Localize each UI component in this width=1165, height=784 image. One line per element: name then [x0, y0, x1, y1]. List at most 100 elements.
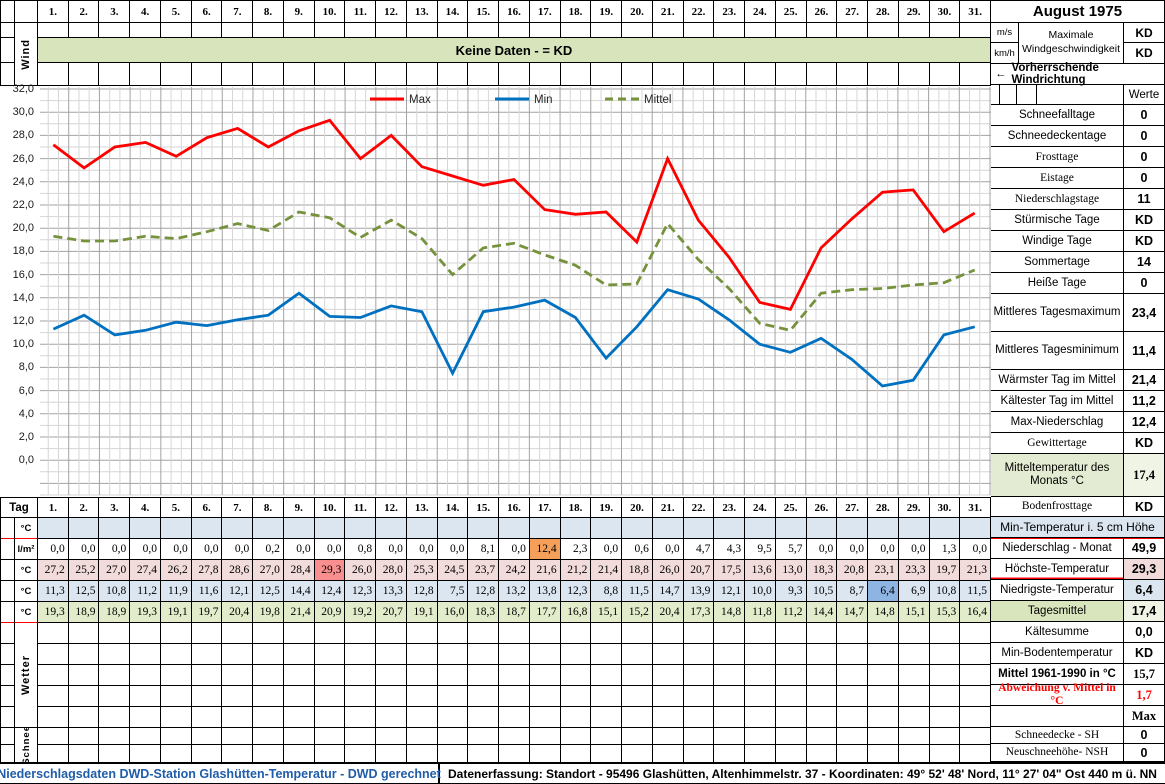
wetter-cell[interactable]: [376, 623, 407, 644]
table-cell-niederschlag[interactable]: 0,6: [622, 539, 653, 560]
wetter-cell[interactable]: [560, 665, 592, 686]
wind-cell[interactable]: [775, 63, 807, 86]
wind-cell[interactable]: [68, 63, 100, 86]
wetter-cell[interactable]: [837, 686, 869, 707]
wind-cell[interactable]: [253, 63, 284, 86]
table-cell-min-temperatur[interactable]: 7,5: [437, 581, 469, 602]
schnee-cell[interactable]: [960, 745, 991, 763]
stat-value[interactable]: 49,9: [1123, 538, 1164, 558]
table-cell-niederschlag[interactable]: 0,0: [283, 539, 315, 560]
wetter-cell[interactable]: [499, 707, 530, 728]
wetter-cell[interactable]: [38, 644, 69, 665]
wind-cell[interactable]: [929, 23, 961, 38]
table-cell-max-temperatur[interactable]: 27,4: [130, 560, 161, 581]
stat-value[interactable]: KD: [1123, 210, 1164, 230]
wetter-cell[interactable]: [468, 707, 500, 728]
table-cell-max-temperatur[interactable]: 27,2: [38, 560, 69, 581]
schnee-cell[interactable]: [468, 745, 500, 763]
wind-cell[interactable]: [376, 23, 407, 38]
wetter-cell[interactable]: [222, 623, 254, 644]
wetter-cell[interactable]: [314, 644, 346, 665]
table-cell-max-temperatur[interactable]: 24,2: [499, 560, 530, 581]
schnee-cell[interactable]: [652, 728, 684, 745]
wetter-cell[interactable]: [222, 707, 254, 728]
wetter-cell[interactable]: [406, 707, 438, 728]
wetter-cell[interactable]: [837, 665, 869, 686]
wetter-cell[interactable]: [775, 686, 807, 707]
table-cell-tagesmittel[interactable]: 17,7: [529, 602, 561, 623]
table-cell-niederschlag[interactable]: 4,3: [714, 539, 746, 560]
table-cell-min-temp-5cm[interactable]: [160, 518, 192, 539]
table-cell-tagesmittel[interactable]: 19,2: [345, 602, 377, 623]
wind-cell[interactable]: [253, 23, 284, 38]
wind-cell[interactable]: [898, 63, 930, 86]
table-cell-tagesmittel[interactable]: 15,3: [929, 602, 961, 623]
schnee-cell[interactable]: [591, 728, 623, 745]
schnee-cell[interactable]: [437, 745, 469, 763]
wetter-cell[interactable]: [806, 665, 838, 686]
wetter-cell[interactable]: [929, 707, 961, 728]
wind-cell[interactable]: [868, 23, 899, 38]
wind-cell[interactable]: [314, 23, 346, 38]
stat-value[interactable]: 0: [1123, 126, 1164, 146]
table-cell-niederschlag[interactable]: 0,0: [499, 539, 530, 560]
stat-value[interactable]: 29,3: [1123, 559, 1164, 579]
wind-cell[interactable]: [38, 23, 69, 38]
schnee-cell[interactable]: [622, 728, 653, 745]
wetter-cell[interactable]: [775, 644, 807, 665]
schnee-cell[interactable]: [345, 745, 377, 763]
wetter-cell[interactable]: [960, 686, 991, 707]
table-cell-max-temperatur[interactable]: 25,3: [406, 560, 438, 581]
wetter-cell[interactable]: [376, 686, 407, 707]
max-windspeed-kmh-value[interactable]: KD: [1135, 46, 1153, 61]
wetter-cell[interactable]: [468, 644, 500, 665]
schnee-cell[interactable]: [283, 728, 315, 745]
wetter-cell[interactable]: [160, 644, 192, 665]
wetter-cell[interactable]: [191, 644, 223, 665]
wetter-cell[interactable]: [591, 644, 623, 665]
schnee-cell[interactable]: [745, 728, 776, 745]
table-cell-max-temperatur[interactable]: 28,4: [283, 560, 315, 581]
wetter-cell[interactable]: [745, 623, 776, 644]
schnee-cell[interactable]: [929, 745, 961, 763]
wetter-cell[interactable]: [806, 644, 838, 665]
wetter-cell[interactable]: [591, 665, 623, 686]
wetter-cell[interactable]: [406, 644, 438, 665]
wind-cell[interactable]: [837, 23, 869, 38]
table-cell-min-temperatur[interactable]: 12,8: [468, 581, 500, 602]
table-cell-min-temperatur[interactable]: 12,4: [314, 581, 346, 602]
table-cell-tagesmittel[interactable]: 20,7: [376, 602, 407, 623]
table-cell-min-temperatur[interactable]: 12,1: [222, 581, 254, 602]
table-cell-min-temp-5cm[interactable]: [745, 518, 776, 539]
stat-value[interactable]: 11: [1123, 189, 1164, 209]
wetter-cell[interactable]: [99, 665, 131, 686]
table-cell-min-temp-5cm[interactable]: [191, 518, 223, 539]
wetter-cell[interactable]: [714, 623, 746, 644]
wetter-cell[interactable]: [560, 644, 592, 665]
table-cell-min-temperatur[interactable]: 12,3: [560, 581, 592, 602]
wetter-cell[interactable]: [437, 644, 469, 665]
schnee-cell[interactable]: [314, 728, 346, 745]
schnee-cell[interactable]: [437, 728, 469, 745]
stat-value[interactable]: 0: [1123, 273, 1164, 293]
table-cell-max-temperatur[interactable]: 28,6: [222, 560, 254, 581]
wetter-cell[interactable]: [253, 644, 284, 665]
wind-cell[interactable]: [775, 23, 807, 38]
wetter-cell[interactable]: [222, 644, 254, 665]
table-cell-tagesmittel[interactable]: 14,4: [806, 602, 838, 623]
wind-cell[interactable]: [499, 23, 530, 38]
wind-cell[interactable]: [283, 63, 315, 86]
stat-value[interactable]: KD: [1123, 643, 1164, 663]
wetter-cell[interactable]: [283, 644, 315, 665]
table-cell-min-temp-5cm[interactable]: [345, 518, 377, 539]
wetter-cell[interactable]: [745, 644, 776, 665]
wind-cell[interactable]: [837, 63, 869, 86]
table-cell-min-temperatur[interactable]: 11,9: [160, 581, 192, 602]
wetter-cell[interactable]: [253, 707, 284, 728]
wind-cell[interactable]: [683, 63, 715, 86]
max-windspeed-ms-value[interactable]: KD: [1124, 23, 1164, 44]
schnee-cell[interactable]: [191, 728, 223, 745]
wetter-cell[interactable]: [683, 623, 715, 644]
wind-cell[interactable]: [437, 23, 469, 38]
table-cell-max-temperatur[interactable]: 26,0: [345, 560, 377, 581]
